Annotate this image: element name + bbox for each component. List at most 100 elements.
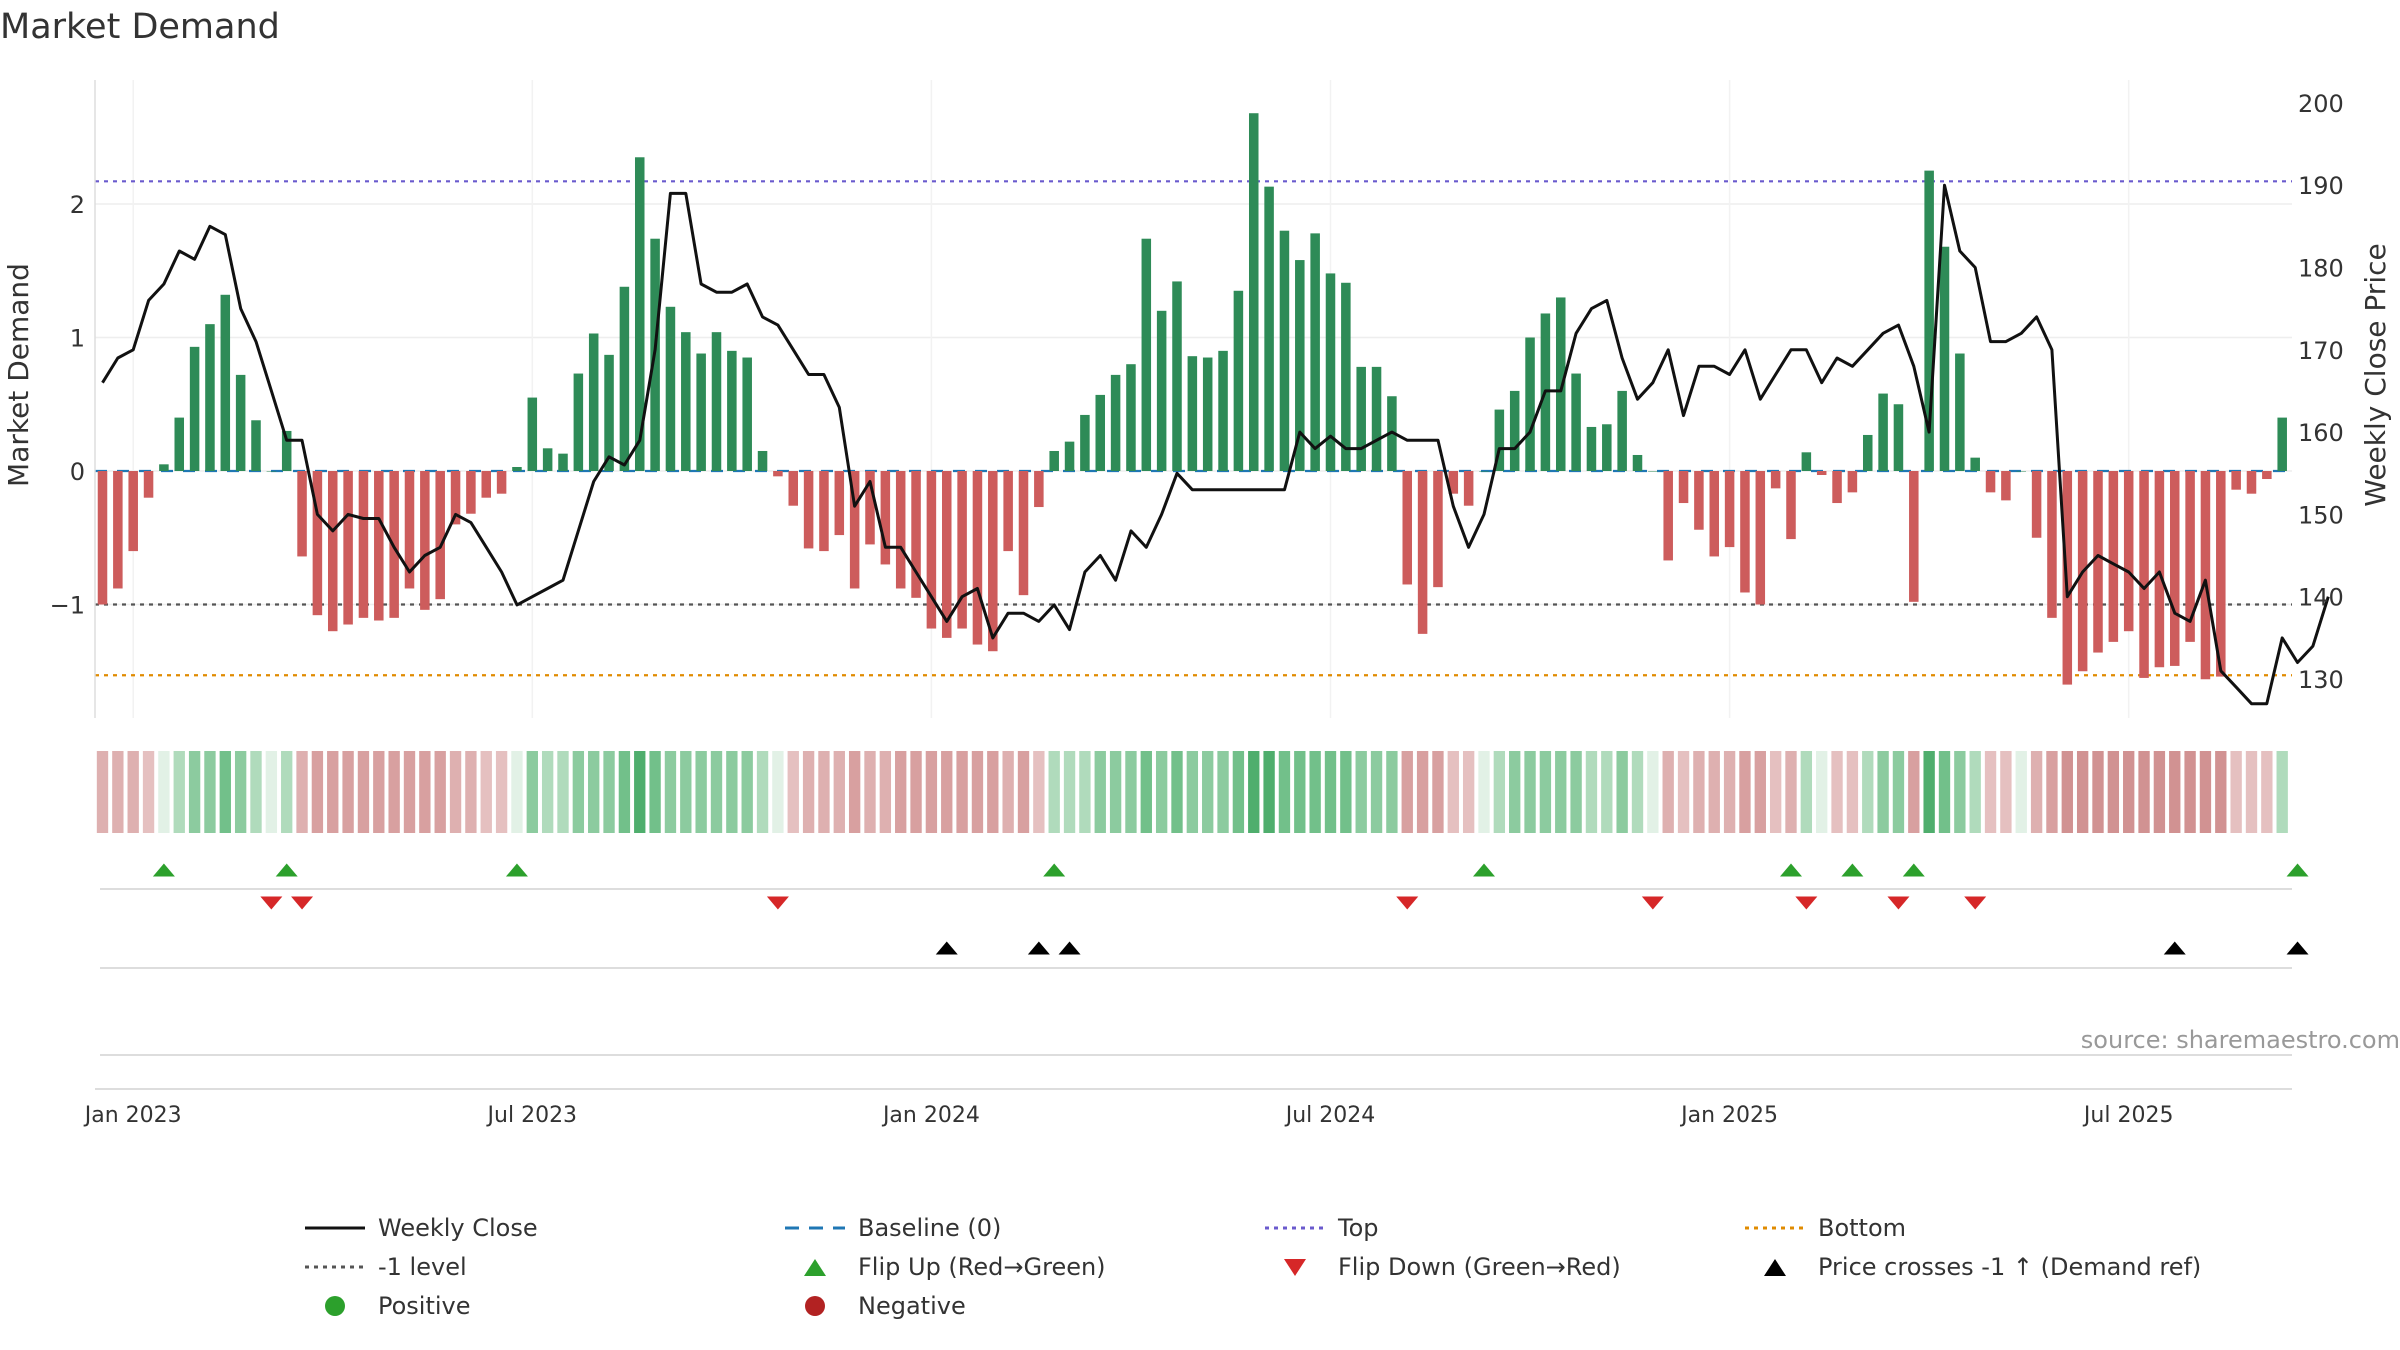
demand-bar: [1172, 281, 1182, 471]
heat-cell: [1401, 751, 1413, 833]
demand-bar: [527, 397, 538, 471]
demand-bar: [926, 471, 937, 629]
demand-bar: [2047, 471, 2057, 618]
heat-cell: [142, 751, 155, 833]
heat-cell: [1171, 751, 1183, 833]
demand-bar: [1555, 297, 1566, 471]
heat-cell: [634, 751, 646, 833]
source-watermark: source: sharemaestro.com: [2081, 1026, 2400, 1054]
heat-cell: [618, 751, 631, 833]
right-tick-label: 180: [2298, 255, 2344, 283]
demand-bar: [1433, 471, 1443, 588]
demand-bar: [1878, 393, 1888, 471]
dotted-line-icon: [1740, 1216, 1810, 1240]
heat-cell: [1462, 751, 1475, 833]
demand-bar: [865, 471, 875, 545]
heat-cell: [802, 751, 815, 833]
heat-cell: [1601, 751, 1613, 833]
demand-bar: [2246, 471, 2257, 494]
x-tick-label: Jan 2025: [1679, 1103, 1778, 1128]
demand-bar: [1678, 471, 1689, 504]
heat-cell: [1908, 751, 1920, 833]
demand-bar: [1740, 471, 1750, 593]
heat-cell: [234, 751, 247, 833]
demand-bar: [1417, 471, 1428, 634]
demand-bar: [573, 373, 584, 471]
right-tick-label: 130: [2298, 666, 2344, 694]
legend-label: Positive: [378, 1291, 471, 1320]
demand-bar: [327, 471, 338, 632]
demand-bar: [1648, 471, 1658, 472]
demand-bar: [604, 354, 614, 471]
demand-bar: [1126, 364, 1136, 471]
demand-bar: [2262, 471, 2272, 480]
legend: Weekly Close Baseline (0) Top Bottom -1 leve…: [300, 1208, 2250, 1325]
demand-bar: [2277, 417, 2287, 471]
triangle-down-icon: [1260, 1255, 1330, 1279]
weekly-close-line: [101, 183, 2330, 706]
demand-bars: [97, 113, 2287, 685]
heat-cell: [2215, 751, 2227, 833]
price-cross-marker: [935, 941, 958, 955]
heat-cell: [1355, 751, 1367, 833]
demand-bar: [1955, 353, 1965, 471]
demand-bar: [773, 471, 783, 477]
triangle-up-icon: [1740, 1255, 1810, 1279]
heat-cell: [848, 751, 861, 833]
demand-bar: [819, 471, 829, 552]
price-cross-marker: [1027, 941, 1050, 955]
heat-cell: [1017, 751, 1030, 833]
demand-bar: [1970, 457, 1980, 471]
demand-bar: [466, 471, 476, 514]
heat-cell: [1631, 751, 1644, 833]
right-tick-label: 140: [2298, 584, 2344, 612]
demand-bar: [665, 306, 676, 471]
heat-cell: [1217, 751, 1229, 833]
demand-bar: [972, 471, 983, 645]
heat-cell: [664, 751, 677, 833]
heat-cell: [1785, 751, 1797, 833]
legend-item: Top: [1260, 1214, 1740, 1242]
heat-cell: [1739, 751, 1751, 833]
demand-bar: [696, 353, 706, 471]
heat-cell: [1202, 751, 1214, 833]
weekly-close-polyline: [101, 183, 2330, 706]
flip-up-marker: [2286, 863, 2309, 877]
flip-up-marker: [1043, 863, 1066, 877]
heat-cell: [1248, 751, 1260, 833]
heat-cell: [1892, 751, 1905, 833]
chart-title: Market Demand: [0, 7, 280, 47]
demand-bar: [1233, 290, 1244, 471]
price-cross-marker: [1058, 941, 1081, 955]
heat-cell: [127, 751, 139, 833]
heat-cell: [1969, 751, 1981, 833]
heat-cell: [2230, 751, 2242, 833]
heat-cell: [480, 751, 492, 833]
demand-bar: [1448, 471, 1459, 494]
heat-cell: [2138, 751, 2150, 833]
heat-cell: [1232, 751, 1245, 833]
heat-cell: [1094, 751, 1106, 833]
heat-cell: [2092, 751, 2104, 833]
demand-bar: [143, 471, 154, 498]
heat-cell: [1954, 751, 1966, 833]
heat-cell: [864, 751, 876, 833]
heat-cell: [465, 751, 477, 833]
x-tick-label: Jul 2023: [486, 1103, 578, 1128]
flip-down-marker: [260, 896, 283, 910]
demand-bar: [634, 157, 645, 471]
demand-bar: [788, 471, 799, 506]
dashed-line-icon: [780, 1216, 850, 1240]
legend-label: Flip Down (Green→Red): [1338, 1252, 1621, 1281]
heat-cell: [710, 751, 723, 833]
legend-label: Top: [1338, 1213, 1379, 1242]
demand-bar: [189, 346, 200, 471]
triangle-up-icon: [780, 1255, 850, 1279]
heat-cell: [158, 751, 170, 833]
demand-bar: [1617, 390, 1627, 471]
demand-bar: [159, 464, 169, 471]
demand-bar: [1709, 471, 1720, 557]
heat-cell: [818, 751, 830, 833]
demand-bar: [2231, 471, 2241, 490]
heat-cell: [1416, 751, 1429, 833]
